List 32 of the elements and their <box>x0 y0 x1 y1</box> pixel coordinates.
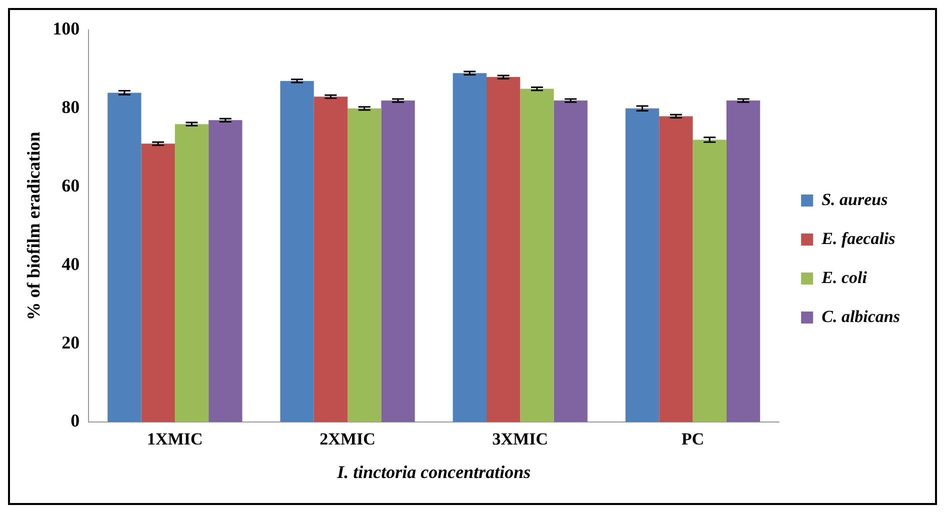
bar <box>554 100 588 422</box>
y-axis-title: % of biofilm eradication <box>23 132 44 320</box>
legend-label: E. coli <box>820 268 868 287</box>
y-tick-label: 40 <box>62 254 80 274</box>
y-tick-label: 80 <box>62 97 80 118</box>
bar <box>208 120 242 422</box>
bar <box>108 92 142 422</box>
bar <box>692 140 726 422</box>
x-tick-label: 1XMIC <box>147 430 203 449</box>
y-tick-label: 0 <box>70 410 80 431</box>
y-tick-label: 60 <box>62 175 80 196</box>
bar <box>520 88 554 422</box>
legend-label: E. faecalis <box>820 228 896 248</box>
bar <box>659 116 693 422</box>
bar <box>625 108 660 422</box>
x-tick-label: 2XMIC <box>320 430 376 449</box>
legend-label: S. aureus <box>822 190 888 209</box>
bar <box>381 100 415 422</box>
x-axis-title: I. tinctoria concentrations <box>336 462 531 482</box>
x-tick-label: PC <box>681 430 704 449</box>
x-tick-label: 3XMIC <box>492 430 548 449</box>
y-tick-label: 20 <box>62 332 80 352</box>
bar <box>348 108 382 422</box>
bar <box>452 73 486 422</box>
bar <box>141 144 175 422</box>
bar <box>280 80 314 422</box>
bar <box>726 100 760 422</box>
y-tick-label: 100 <box>52 18 80 39</box>
bar <box>314 96 348 422</box>
legend-label: C. albicans <box>822 306 900 326</box>
bar <box>174 124 209 422</box>
bar <box>486 77 520 422</box>
